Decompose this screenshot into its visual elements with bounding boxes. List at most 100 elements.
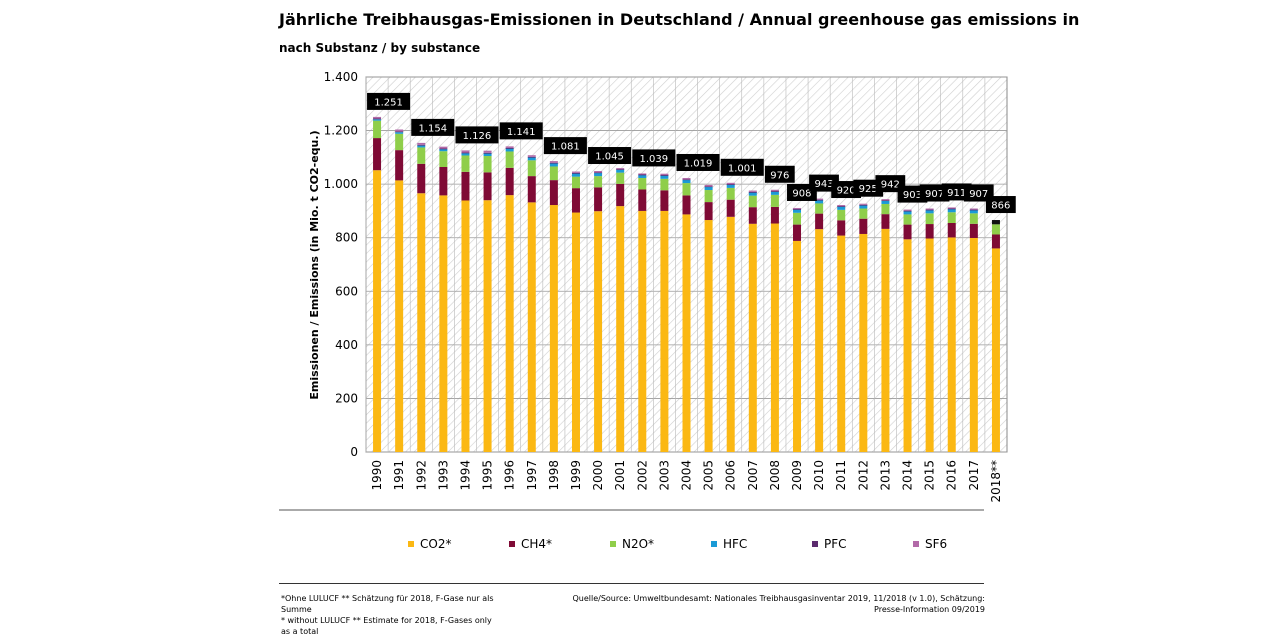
bar-segment	[483, 156, 492, 173]
bar-segment	[748, 191, 757, 193]
x-tick-label: 1999	[569, 460, 583, 491]
legend-label: CO2*	[420, 537, 451, 551]
bar-segment	[483, 172, 492, 201]
bar-segment	[793, 240, 802, 452]
footer-rule	[279, 583, 984, 584]
y-tick-label: 1.400	[324, 70, 358, 84]
bar-segment	[726, 216, 735, 452]
bar-segment	[395, 132, 404, 134]
bar-segment	[417, 142, 426, 145]
bar-segment	[616, 168, 625, 170]
bar-segment	[815, 198, 824, 200]
x-tick-label: 1993	[436, 460, 450, 491]
annotation-box	[720, 158, 764, 176]
bar-segment	[461, 155, 470, 172]
annotation-label: 976	[770, 170, 789, 181]
bars-group	[373, 116, 1000, 452]
bar-segment	[903, 209, 912, 211]
y-axis-label: Emissionen / Emissions (in Mio. t CO2-eq…	[308, 130, 321, 399]
bar-segment	[638, 177, 647, 190]
annotation-label: 1.019	[684, 158, 713, 169]
y-tick-label: 600	[335, 284, 358, 298]
bar-segment	[461, 152, 470, 154]
bar-segment	[859, 218, 868, 234]
y-tick-label: 0	[350, 445, 358, 459]
bar-segment	[748, 192, 757, 196]
x-tick-label: 1994	[458, 460, 472, 491]
bar-segment	[594, 176, 603, 188]
x-tick-label: 2015	[923, 460, 937, 491]
bar-segment	[991, 224, 1000, 235]
legend-swatch	[408, 541, 414, 547]
y-axis: 0 200 400 600 800 1.000 1.200 1.400	[324, 70, 358, 459]
bar-segment	[793, 209, 802, 213]
bar-segment	[726, 184, 735, 188]
bar-segment	[527, 157, 536, 161]
bar-segment	[638, 210, 647, 452]
bar-segment	[925, 209, 934, 214]
annotation-box	[764, 165, 795, 183]
annotation-label: 908	[792, 188, 811, 199]
bar-segment	[527, 202, 536, 452]
annotation-label: 1.039	[639, 154, 668, 165]
bar-segment	[837, 205, 846, 207]
annotation-label: 866	[991, 201, 1010, 212]
bar-segment	[793, 209, 802, 210]
bar-segment	[549, 205, 558, 452]
bar-segment	[549, 163, 558, 167]
bar-segment	[638, 174, 647, 178]
x-tick-label: 2017	[967, 460, 981, 491]
x-tick-label: 1995	[481, 460, 495, 491]
bar-segment	[439, 195, 448, 452]
bar-segment	[616, 169, 625, 170]
x-tick-label: 2012	[856, 460, 870, 491]
x-tick-label: 1996	[503, 460, 517, 491]
legend-swatch	[812, 541, 818, 547]
bar-segment	[748, 223, 757, 452]
bar-segment	[925, 213, 934, 225]
bar-segment	[881, 214, 890, 229]
annotation-label: 925	[859, 184, 878, 195]
bar-segment	[947, 207, 956, 209]
x-tick-label: 2010	[812, 460, 826, 491]
bar-segment	[638, 189, 647, 211]
bar-segment	[395, 150, 404, 181]
bar-segment	[660, 173, 669, 176]
x-tick-label: 2003	[657, 460, 671, 491]
bar-segment	[549, 162, 558, 164]
annotation-box	[543, 137, 587, 155]
bar-segment	[638, 173, 647, 175]
y-tick-label: 400	[335, 338, 358, 352]
bar-segment	[991, 234, 1000, 249]
annotation-box	[499, 122, 543, 140]
bar-segment	[439, 149, 448, 152]
annotation-label: 1.126	[463, 131, 492, 142]
bar-segment	[837, 206, 846, 207]
legend-label: PFC	[824, 537, 847, 551]
bar-segment	[594, 172, 603, 177]
bar-segment	[527, 156, 536, 158]
annotation-label: 920	[837, 186, 856, 197]
legend-swatch	[711, 541, 717, 547]
bar-segment	[682, 179, 691, 184]
bar-segment	[505, 146, 514, 148]
bar-segment	[726, 182, 735, 185]
bar-segment	[616, 183, 625, 207]
chart-subtitle: nach Substanz / by substance	[279, 41, 481, 55]
chart-title: Jährliche Treibhausgas-Emissionen in Deu…	[279, 10, 1080, 29]
bar-segment	[483, 150, 492, 153]
bar-segment	[815, 229, 824, 452]
annotation-label: 907	[969, 189, 988, 200]
bar-segment	[903, 214, 912, 225]
annotation-label: 1.251	[374, 97, 403, 108]
annotation-label: 903	[903, 190, 922, 201]
bar-segment	[925, 209, 934, 211]
annotation-label: 911	[947, 188, 966, 199]
bar-segment	[395, 180, 404, 452]
bar-segment	[881, 200, 890, 204]
x-tick-label: 2009	[790, 460, 804, 491]
bar-segment	[505, 195, 514, 452]
annotation-label: 942	[881, 180, 900, 191]
annotation-box	[985, 196, 1016, 214]
bar-segment	[903, 224, 912, 240]
